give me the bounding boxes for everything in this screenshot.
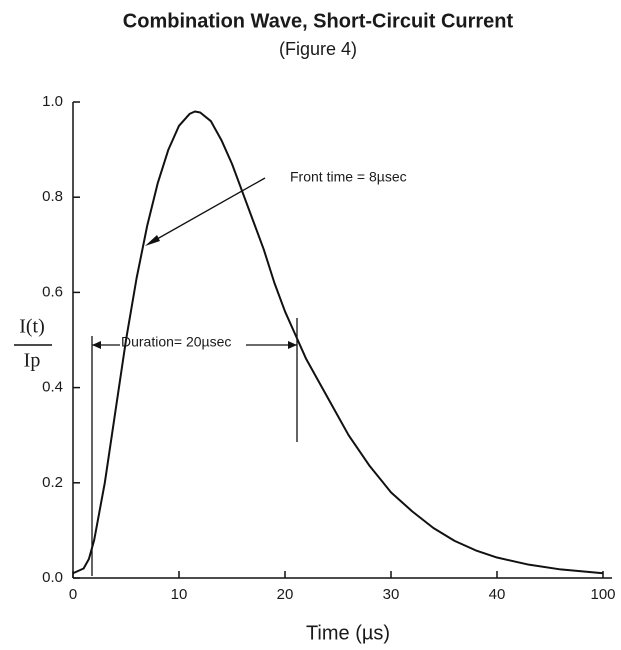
x-axis-label: Time (µs) [306, 622, 390, 644]
front-time-arrow [149, 177, 266, 244]
y-tick-label: 1.0 [42, 93, 63, 110]
x-tick-label: 100 [590, 586, 615, 603]
front-time-label: Front time = 8µsec [290, 169, 407, 185]
arrow-head [288, 341, 297, 349]
y-axis-label-top: I(t) [19, 316, 45, 338]
y-tick-label: 0.0 [42, 569, 63, 586]
chart-title: Combination Wave, Short-Circuit Current [123, 10, 514, 32]
x-tick-label: 20 [277, 586, 294, 603]
x-tick-label: 10 [171, 586, 188, 603]
x-tick-label: 0 [69, 586, 77, 603]
duration-label: Duration= 20µsec [121, 334, 231, 350]
arrow-head [92, 341, 101, 349]
x-tick-label: 30 [383, 586, 400, 603]
curve [72, 110, 604, 575]
arrow-head [145, 235, 160, 246]
y-tick-label: 0.8 [42, 188, 63, 205]
chart-subtitle: (Figure 4) [279, 39, 357, 59]
x-tick-label: 40 [489, 586, 506, 603]
y-tick-label: 0.2 [42, 474, 63, 491]
y-tick-label: 0.4 [42, 379, 63, 396]
y-tick-label: 0.6 [42, 283, 63, 300]
y-axis-label-bottom: Ip [24, 350, 41, 372]
